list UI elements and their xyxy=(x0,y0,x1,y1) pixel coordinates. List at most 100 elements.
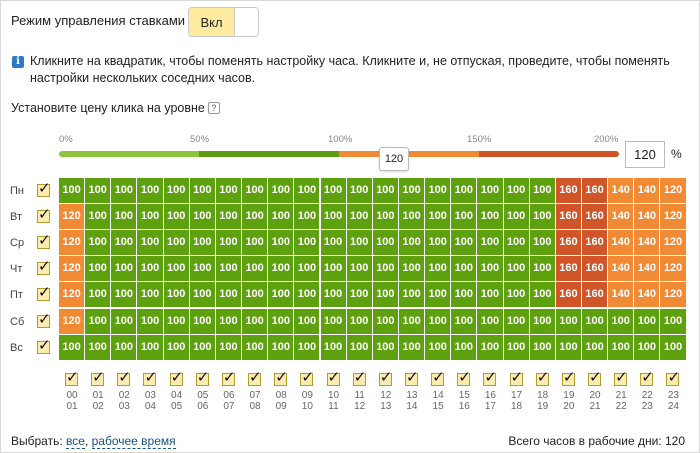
day-checkbox[interactable] xyxy=(37,257,51,276)
hour-cell[interactable]: 100 xyxy=(215,282,242,308)
hour-cell[interactable]: 160 xyxy=(555,282,581,308)
hour-cell[interactable]: 100 xyxy=(451,282,477,308)
hour-cell[interactable]: 100 xyxy=(451,334,477,360)
hour-cell[interactable]: 100 xyxy=(137,204,163,230)
hour-cell[interactable]: 100 xyxy=(294,204,320,230)
hour-cell[interactable]: 100 xyxy=(634,334,660,360)
hour-checkbox[interactable] xyxy=(483,368,497,386)
hour-cell[interactable]: 100 xyxy=(320,282,346,308)
hour-cell[interactable]: 100 xyxy=(529,334,555,360)
day-checkbox[interactable] xyxy=(37,231,51,250)
hour-cell[interactable]: 100 xyxy=(529,308,555,334)
hour-cell[interactable]: 100 xyxy=(294,334,320,360)
hour-cell[interactable]: 100 xyxy=(346,256,372,282)
select-all-link[interactable]: все xyxy=(66,434,85,449)
hour-cell[interactable]: 100 xyxy=(163,204,189,230)
hour-cell[interactable]: 100 xyxy=(215,204,242,230)
hour-cell[interactable]: 100 xyxy=(320,230,346,256)
hour-checkbox[interactable] xyxy=(404,368,419,386)
hour-cell[interactable]: 100 xyxy=(477,178,503,204)
hour-cell[interactable]: 100 xyxy=(215,334,242,360)
hour-cell[interactable]: 100 xyxy=(608,334,634,360)
hour-cell[interactable]: 100 xyxy=(189,282,215,308)
hour-cell[interactable]: 120 xyxy=(660,256,686,282)
hour-cell[interactable]: 100 xyxy=(372,204,398,230)
hour-cell[interactable]: 100 xyxy=(268,334,294,360)
day-checkbox[interactable] xyxy=(37,283,51,302)
hour-checkbox[interactable] xyxy=(195,368,209,386)
hour-cell[interactable]: 140 xyxy=(634,178,660,204)
hour-cell[interactable]: 100 xyxy=(137,230,163,256)
hour-cell[interactable]: 160 xyxy=(582,204,608,230)
day-checkbox[interactable] xyxy=(37,179,51,197)
hour-cell[interactable]: 100 xyxy=(137,256,163,282)
hour-cell[interactable]: 100 xyxy=(477,230,503,256)
hour-cell[interactable]: 100 xyxy=(215,230,242,256)
hour-checkbox[interactable] xyxy=(65,368,79,386)
hour-cell[interactable]: 160 xyxy=(582,230,608,256)
hour-cell[interactable]: 100 xyxy=(163,282,189,308)
hour-cell[interactable]: 100 xyxy=(294,230,320,256)
hour-cell[interactable]: 100 xyxy=(268,178,294,204)
hour-cell[interactable]: 100 xyxy=(503,204,529,230)
hour-cell[interactable]: 160 xyxy=(555,178,581,204)
hour-checkbox[interactable] xyxy=(221,368,235,386)
hour-cell[interactable]: 140 xyxy=(608,256,634,282)
hour-cell[interactable]: 100 xyxy=(451,256,477,282)
hour-checkbox[interactable] xyxy=(274,368,288,386)
hour-cell[interactable]: 100 xyxy=(294,256,320,282)
toggle-on-label[interactable]: Вкл xyxy=(189,8,235,36)
hour-cell[interactable]: 100 xyxy=(294,308,320,334)
hour-cell[interactable]: 100 xyxy=(346,308,372,334)
hour-cell[interactable]: 100 xyxy=(268,230,294,256)
hour-cell[interactable]: 100 xyxy=(346,230,372,256)
hour-cell[interactable]: 100 xyxy=(137,334,163,360)
hour-cell[interactable]: 160 xyxy=(582,282,608,308)
hour-cell[interactable]: 100 xyxy=(189,308,215,334)
day-checkbox[interactable] xyxy=(37,336,51,354)
hour-cell[interactable]: 100 xyxy=(372,308,398,334)
hour-cell[interactable]: 100 xyxy=(425,256,451,282)
hour-cell[interactable]: 100 xyxy=(163,230,189,256)
hour-checkbox[interactable] xyxy=(117,368,131,386)
hour-checkbox[interactable] xyxy=(143,368,157,386)
hour-cell[interactable]: 100 xyxy=(398,178,425,204)
hour-cell[interactable]: 100 xyxy=(555,334,581,360)
hour-cell[interactable]: 100 xyxy=(85,256,111,282)
hour-checkbox[interactable] xyxy=(352,368,366,386)
hour-checkbox[interactable] xyxy=(457,368,471,386)
hour-cell[interactable]: 100 xyxy=(163,256,189,282)
hour-cell[interactable]: 100 xyxy=(425,308,451,334)
hour-cell[interactable]: 100 xyxy=(85,282,111,308)
hour-cell[interactable]: 120 xyxy=(59,308,85,334)
hour-cell[interactable]: 100 xyxy=(451,204,477,230)
hour-cell[interactable]: 120 xyxy=(660,282,686,308)
hour-cell[interactable]: 100 xyxy=(242,334,268,360)
hour-cell[interactable]: 100 xyxy=(215,178,242,204)
hour-cell[interactable]: 100 xyxy=(398,230,425,256)
hour-checkbox[interactable] xyxy=(535,368,549,386)
hour-cell[interactable]: 100 xyxy=(294,178,320,204)
hour-cell[interactable]: 100 xyxy=(346,334,372,360)
hour-cell[interactable]: 100 xyxy=(425,334,451,360)
hour-cell[interactable]: 100 xyxy=(582,308,608,334)
hour-cell[interactable]: 100 xyxy=(503,256,529,282)
hour-checkbox[interactable] xyxy=(326,368,340,386)
hour-checkbox[interactable] xyxy=(666,368,680,386)
hour-checkbox[interactable] xyxy=(561,368,575,386)
hour-cell[interactable]: 160 xyxy=(582,256,608,282)
hour-cell[interactable]: 100 xyxy=(477,282,503,308)
toggle-knob[interactable] xyxy=(235,8,258,36)
hour-cell[interactable]: 100 xyxy=(372,256,398,282)
hour-cell[interactable]: 100 xyxy=(163,308,189,334)
hour-cell[interactable]: 100 xyxy=(320,178,346,204)
hour-cell[interactable]: 140 xyxy=(634,256,660,282)
hour-checkbox[interactable] xyxy=(169,368,183,386)
help-icon[interactable]: ? xyxy=(207,102,220,114)
hour-cell[interactable]: 100 xyxy=(503,230,529,256)
hour-cell[interactable]: 100 xyxy=(268,256,294,282)
hour-cell[interactable]: 100 xyxy=(346,204,372,230)
hour-cell[interactable]: 100 xyxy=(111,282,137,308)
hour-cell[interactable]: 140 xyxy=(634,282,660,308)
hour-cell[interactable]: 100 xyxy=(85,334,111,360)
